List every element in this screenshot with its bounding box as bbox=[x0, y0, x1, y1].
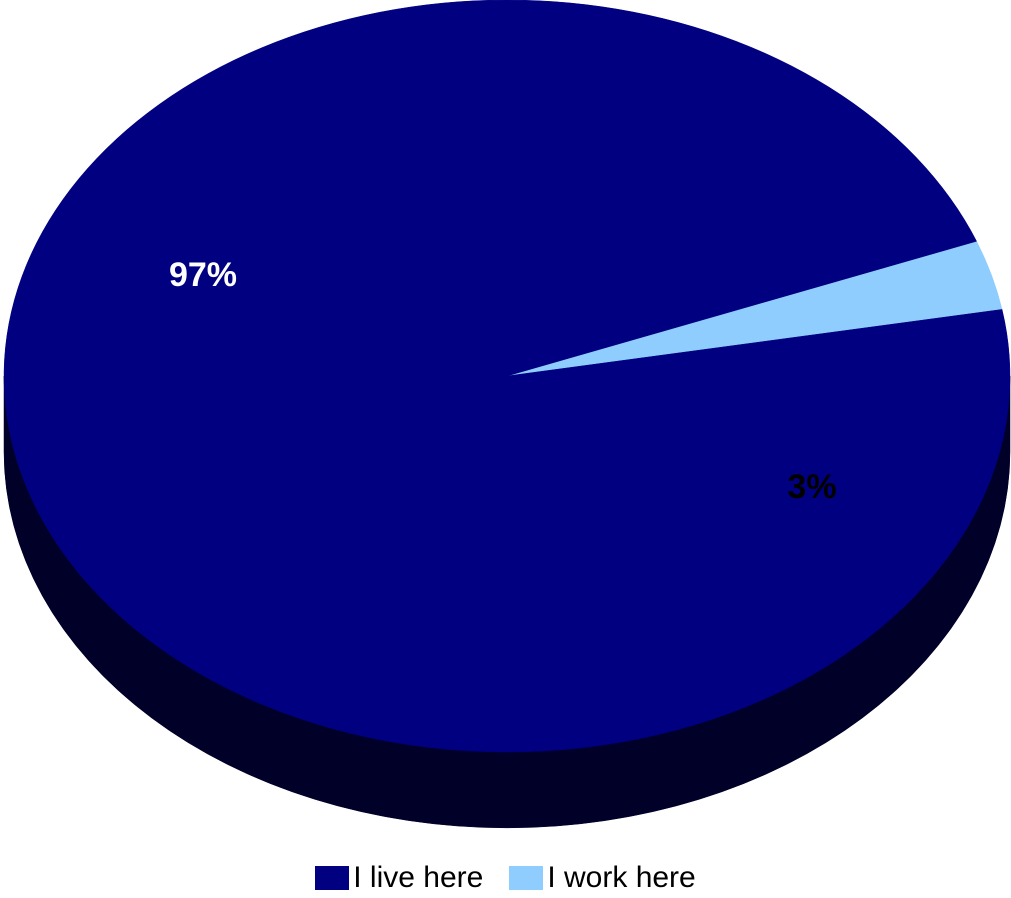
legend: I live here I work here bbox=[0, 860, 1011, 896]
pie-group: 3% 97% bbox=[3, 0, 1011, 829]
legend-label-live: I live here bbox=[353, 861, 484, 894]
legend-swatch-live bbox=[315, 866, 350, 890]
data-label-live: 97% bbox=[169, 256, 237, 294]
legend-item-live[interactable]: I live here bbox=[315, 860, 483, 896]
legend-item-work[interactable]: I work here bbox=[509, 860, 696, 896]
legend-label-work: I work here bbox=[547, 861, 696, 894]
data-label-work: 3% bbox=[787, 468, 836, 506]
legend-swatch-work bbox=[509, 866, 544, 890]
pie-slice-live[interactable] bbox=[3, 0, 1011, 753]
